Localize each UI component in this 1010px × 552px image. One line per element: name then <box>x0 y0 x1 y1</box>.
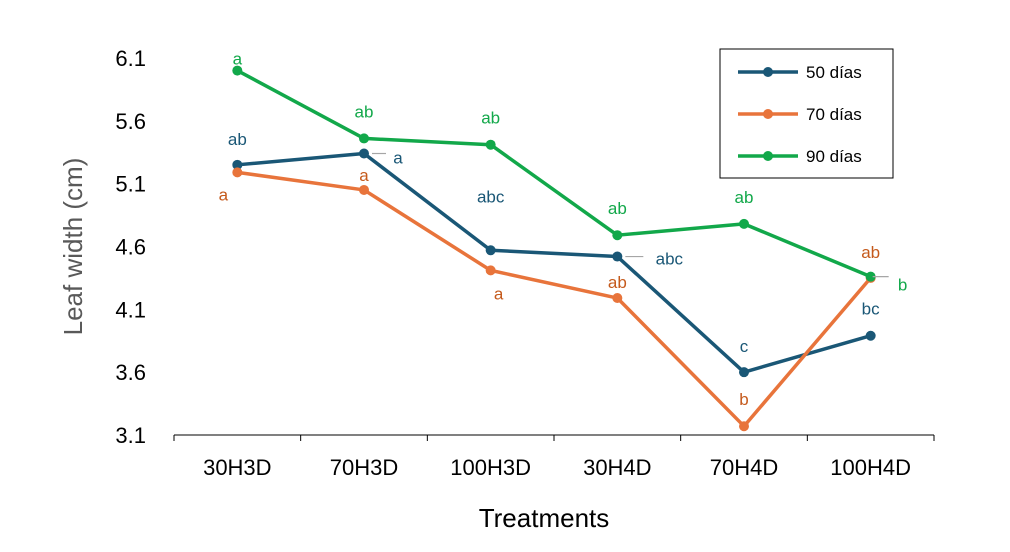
x-axis-tick-labels: 30H3D 70H3D 100H3D 30H4D 70H4D 100H4D <box>203 455 911 480</box>
legend-marker <box>763 109 773 119</box>
series-point <box>612 293 623 304</box>
series-2 <box>232 65 876 282</box>
legend: 50 días 70 días 90 días <box>719 48 894 179</box>
data-label: ab <box>608 273 627 292</box>
legend-entry: 50 días <box>738 63 862 82</box>
data-label: ab <box>228 130 247 149</box>
y-tick-label: 3.6 <box>115 360 146 385</box>
series-point <box>739 421 749 432</box>
legend-label: 50 días <box>806 63 862 82</box>
data-label: a <box>393 149 403 168</box>
series-point <box>359 133 369 144</box>
x-axis-title: Treatments <box>479 503 610 533</box>
data-label: ab <box>481 109 500 128</box>
series-point <box>739 367 749 378</box>
data-label: ab <box>608 199 627 218</box>
series-point <box>232 159 243 170</box>
series-point <box>359 148 369 159</box>
series-1 <box>232 167 876 432</box>
data-label: abc <box>656 250 684 269</box>
series-point <box>612 251 623 262</box>
legend-entry: 70 días <box>738 105 862 124</box>
y-tick-label: 5.6 <box>115 109 146 134</box>
series-point <box>232 65 243 76</box>
data-label: bc <box>862 300 880 319</box>
data-label: a <box>494 284 504 303</box>
data-label: a <box>219 185 229 204</box>
series-line <box>237 170 872 428</box>
legend-label: 90 días <box>806 147 862 166</box>
y-tick-label: 5.1 <box>115 172 146 197</box>
series-point <box>612 230 623 241</box>
series-point <box>485 139 496 150</box>
legend-entry: 90 días <box>738 147 862 166</box>
series-point <box>865 330 876 341</box>
series-point <box>739 218 749 229</box>
series-point <box>485 265 496 276</box>
data-label: abc <box>477 187 505 206</box>
y-tick-label: 3.1 <box>115 423 146 448</box>
data-label: ab <box>861 243 880 262</box>
series-line <box>237 151 872 374</box>
x-tick-label: 100H4D <box>830 455 911 480</box>
legend-label: 70 días <box>806 105 862 124</box>
data-label: b <box>898 276 907 295</box>
x-tick-label: 30H4D <box>583 455 651 480</box>
x-tick-label: 70H3D <box>330 455 398 480</box>
y-tick-label: 4.1 <box>115 297 146 322</box>
series-point <box>865 271 876 282</box>
y-tick-label: 4.6 <box>115 235 146 260</box>
legend-marker <box>763 67 773 77</box>
x-axis-tick-marks <box>173 435 935 441</box>
data-label: b <box>739 390 748 409</box>
y-axis-title: Leaf width (cm) <box>58 158 88 336</box>
series-point <box>232 167 243 178</box>
series-line <box>236 69 872 279</box>
y-tick-label: 6.1 <box>115 46 146 71</box>
legend-marker <box>763 151 773 161</box>
data-label: c <box>740 337 749 356</box>
data-label: a <box>359 166 369 185</box>
x-tick-label: 100H3D <box>450 455 531 480</box>
data-label: ab <box>735 188 754 207</box>
series-0 <box>232 148 876 378</box>
series-point <box>485 245 496 256</box>
x-tick-label: 30H3D <box>203 455 271 480</box>
y-axis-tick-labels: 3.1 3.6 4.1 4.6 5.1 5.6 6.1 <box>115 46 146 448</box>
data-label: a <box>233 50 243 69</box>
series-point <box>359 184 369 195</box>
series-layer <box>232 65 876 432</box>
x-tick-label: 70H4D <box>710 455 778 480</box>
data-label: ab <box>355 102 374 121</box>
